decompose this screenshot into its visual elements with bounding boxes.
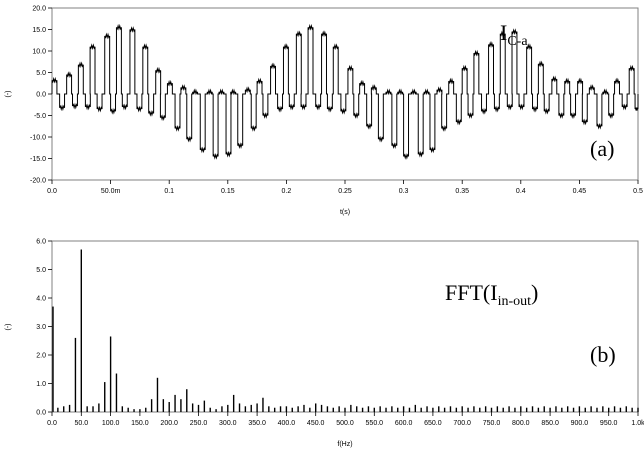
panel-label-a: (a) [590, 136, 614, 161]
y-tick-label-b: 3.0 [36, 324, 46, 331]
x-tick-label-a: 50.0m [101, 188, 121, 195]
annotation-fft: FFT(Iin-out) [445, 280, 538, 309]
time-domain-panel: -20.0 -15.0 -10.0 -5.0 0.0 5.0 10.0 15.0 20.0 0.… [5, 6, 643, 217]
x-tick-label-a: 0.4 [516, 188, 526, 195]
x-tick-label-b: 50.0 [74, 420, 88, 427]
x-tick-label-b: 850.0 [541, 420, 559, 427]
x-tick-label-b: 950.0 [600, 420, 618, 427]
x-tick-label-a: 0.3 [399, 188, 409, 195]
x-tick-label-b: 150.0 [131, 420, 149, 427]
y-tick-label-a: -5.0 [34, 113, 46, 120]
y-axis-label-b: (-) [5, 324, 12, 331]
x-tick-label-b: 900.0 [571, 420, 589, 427]
y-tick-label-b: 4.0 [36, 296, 46, 303]
y-tick-label-a: -10.0 [30, 135, 46, 142]
x-tick-label-b: 350.0 [248, 420, 266, 427]
x-tick-label-b: 750.0 [483, 420, 501, 427]
plot-frame-a [51, 7, 639, 181]
x-tick-label-a: 0.35 [455, 188, 469, 195]
x-tick-label-b: 400.0 [278, 420, 296, 427]
x-tick-label-b: 500.0 [336, 420, 354, 427]
series-line-ic-a [51, 23, 639, 160]
annotation-fft-sub: in-out [498, 294, 532, 309]
y-tick-label-a: 10.0 [32, 49, 46, 56]
y-tick-label-b: 5.0 [36, 267, 46, 274]
x-tick-label-a: 0.45 [573, 188, 587, 195]
y-tick-label-a: 5.0 [36, 70, 46, 77]
y-tick-label-b: 2.0 [36, 353, 46, 360]
x-tick-label-b: 100.0 [102, 420, 120, 427]
x-tick-label-a: 0.1 [164, 188, 174, 195]
annotation-fft-end: ) [531, 280, 538, 305]
x-tick-label-b: 800.0 [512, 420, 530, 427]
annotation-ic-a-sub: C-a [507, 34, 528, 49]
x-axis-label-b: f(Hz) [337, 441, 352, 448]
x-axis-ticks-a: 0.0 50.0m 0.1 0.15 0.2 0.25 0.3 0.35 0.4 0.45 0.5 [47, 180, 643, 195]
x-tick-label-b: 650.0 [424, 420, 442, 427]
y-axis-ticks-a: -20.0 -15.0 -10.0 -5.0 0.0 5.0 10.0 15.0 20.0 [30, 6, 52, 185]
x-tick-label-b: 250.0 [190, 420, 208, 427]
x-tick-label-b: 0.0 [47, 420, 57, 427]
x-tick-label-b: 450.0 [307, 420, 325, 427]
y-tick-label-b: 0.0 [36, 410, 46, 417]
y-tick-label-a: 0.0 [36, 92, 46, 99]
y-tick-label-a: -20.0 [30, 178, 46, 185]
y-tick-label-a: -15.0 [30, 156, 46, 163]
panel-label-b: (b) [590, 342, 616, 367]
spectrum-bars [52, 249, 639, 412]
x-tick-label-b: 300.0 [219, 420, 237, 427]
y-tick-label-b: 6.0 [36, 239, 46, 246]
x-tick-label-a: 0.2 [282, 188, 292, 195]
annotation-ic-a-main: I [500, 20, 507, 45]
x-tick-label-b: 550.0 [366, 420, 384, 427]
x-axis-ticks-b: 0.0 50.0 100.0 150.0 200.0 250.0 300.0 350.0 400… [47, 412, 644, 427]
fft-panel: 0.0 1.0 2.0 3.0 4.0 5.0 6.0 0.0 50.0 100.0 150.0 2… [5, 239, 644, 449]
annotation-ic-a: IC-a [500, 20, 528, 49]
y-tick-label-a: 20.0 [32, 6, 46, 13]
y-tick-label-a: 15.0 [32, 27, 46, 34]
x-tick-label-a: 0.5 [633, 188, 643, 195]
x-tick-label-a: 0.0 [47, 188, 57, 195]
x-tick-label-b: 700.0 [453, 420, 471, 427]
annotation-fft-main: FFT(I [445, 280, 498, 305]
y-axis-label-a: (-) [5, 91, 12, 98]
x-tick-label-a: 0.25 [338, 188, 352, 195]
x-axis-label-a: t(s) [340, 209, 350, 216]
x-tick-label-b: 200.0 [160, 420, 178, 427]
x-tick-label-b: 600.0 [395, 420, 413, 427]
y-tick-label-b: 1.0 [36, 381, 46, 388]
x-tick-label-b: 1.0k [631, 420, 644, 427]
plot-frame-b [51, 240, 639, 413]
y-axis-ticks-b: 0.0 1.0 2.0 3.0 4.0 5.0 6.0 [36, 239, 52, 417]
x-tick-label-a: 0.15 [221, 188, 235, 195]
